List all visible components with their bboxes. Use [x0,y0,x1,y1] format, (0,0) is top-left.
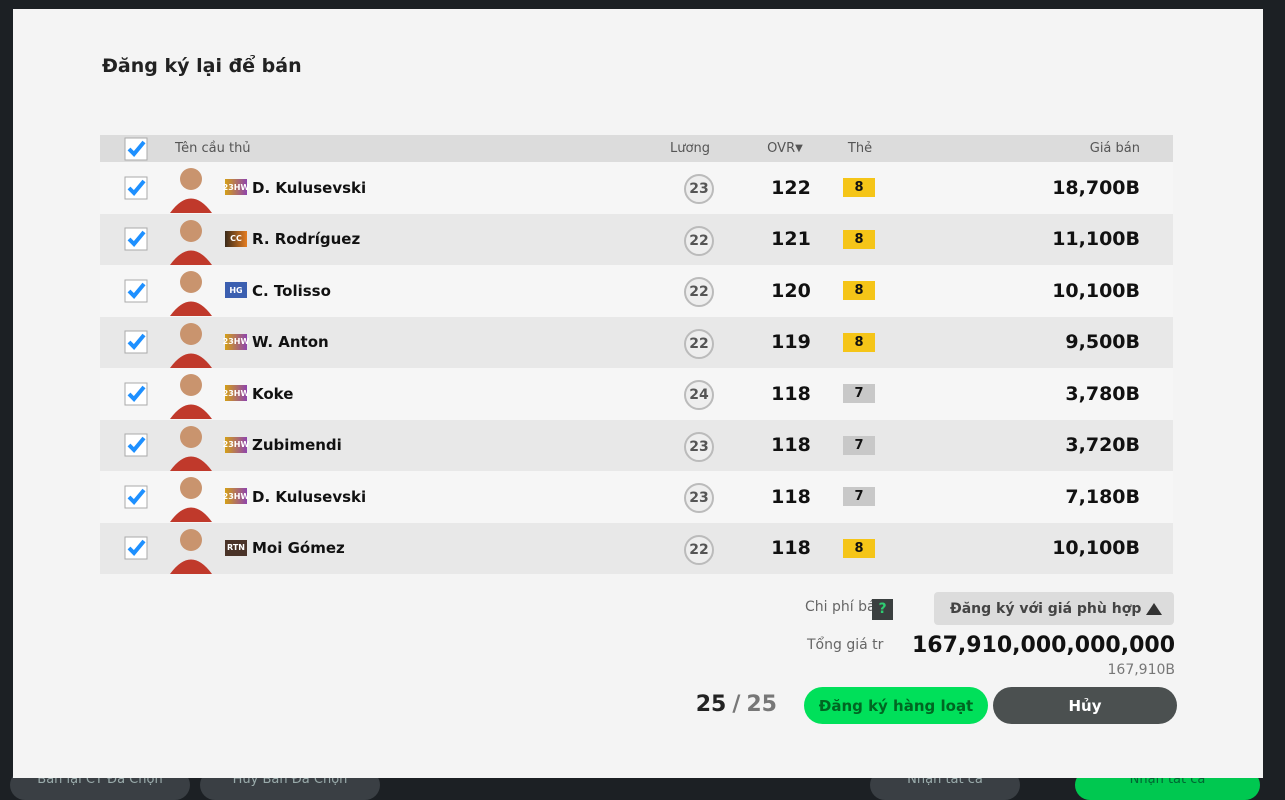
submit-button[interactable]: Đăng ký hàng loạt [804,687,988,724]
ovr: 118 [771,382,811,405]
table-row: 23HW Koke 24 118 7 3,780B [100,368,1173,420]
season-badge: HG [225,282,247,298]
header: Lương [670,141,710,156]
salary: 22 [684,277,714,307]
table-row: 23HW W. Anton 22 119 8 9,500B [100,316,1173,369]
season-badge: 23HW [223,488,249,504]
price: 10,100B [1052,537,1140,560]
modal: Đăng ký lại để bán Tên cầu thủ Lương OVR… [13,9,1263,778]
grade: 8 [843,229,875,249]
player-name[interactable]: C. Tolisso [252,281,331,300]
season-badge: RTN [225,539,247,556]
ovr: 122 [771,176,811,199]
count: 25/25 [696,692,777,717]
grade: 7 [843,435,875,455]
player-name[interactable]: Moi Gómez [252,539,345,558]
grade: 8 [843,281,875,300]
player-name[interactable]: W. Anton [252,333,329,352]
salary: 24 [684,380,714,410]
table-row: CC R. Rodríguez 22 121 8 11,100B [100,213,1173,266]
player-name[interactable]: Zubimendi [252,436,342,455]
season-badge: 23HW [223,436,249,453]
salary: 23 [684,431,714,462]
count-value: 25 [695,692,727,717]
salary: 22 [684,328,714,359]
player-name[interactable]: Koke [252,384,294,403]
player-avatar [166,523,216,575]
player-avatar [166,214,216,266]
player-name[interactable]: D. Kulusevski [252,178,367,197]
season-badge: CC [225,230,247,247]
season-badge: 23HW [223,385,249,401]
table-row: HG C. Tolisso 22 120 8 10,100B [100,265,1173,317]
checkbox[interactable] [124,162,148,214]
total: 167,910,000,000,000 [911,633,1175,658]
salary: 22 [684,534,714,565]
grade: 8 [843,332,875,352]
price: 11,100B [1052,228,1140,251]
season-badge: 23HW [223,333,249,350]
player-avatar [166,162,216,214]
checkbox[interactable] [124,523,148,575]
player-avatar [166,420,216,472]
grade: 7 [843,487,875,506]
player-avatar [166,471,216,523]
ovr: 121 [771,228,811,251]
price: 10,100B [1052,279,1140,302]
salary: 23 [684,174,714,204]
price: 9,500B [1065,331,1140,354]
ovr: 118 [771,434,811,457]
table-row: 23HW Zubimendi 23 118 7 3,720B [100,419,1173,472]
ovr: 118 [771,537,811,560]
table-row: 23HW D. Kulusevski 23 122 8 18,700B [100,162,1173,214]
checkbox[interactable] [124,214,148,266]
price: 3,780B [1065,382,1140,405]
table-header: Tên cầu thủ Lương OVR ▼ Thẻ Giá bán [100,135,1173,162]
dropdown[interactable]: Đăng ký với giá phù hợp [934,592,1174,625]
help[interactable]: ? [872,599,893,620]
salary: 23 [684,483,714,513]
checkbox[interactable] [124,471,148,523]
dropdown-label: Đăng ký với giá phù hợp [950,600,1142,617]
player-name[interactable]: D. Kulusevski [252,487,367,506]
ovr: 118 [771,485,811,508]
grade: 8 [843,538,875,558]
header[interactable]: OVR ▼ [767,141,803,156]
player-avatar [166,368,216,420]
count-sep: / [732,692,741,717]
select-all[interactable] [124,137,148,161]
grade: 7 [843,384,875,403]
table-row: RTN Moi Gómez 22 118 8 10,100B [100,522,1173,575]
price: 3,720B [1065,434,1140,457]
ovr: 119 [771,331,811,354]
price: 7,180B [1065,485,1140,508]
fee-label: Chi phí bá [805,599,876,615]
checkbox[interactable] [124,317,148,369]
cancel-button[interactable]: Hủy [993,687,1177,724]
header: Thẻ [847,141,873,156]
player-avatar [166,317,216,369]
modal-title: Đăng ký lại để bán [102,55,302,77]
header: Giá bán [1089,141,1140,156]
total-label: Tổng giá tr [807,637,884,653]
checkbox[interactable] [124,420,148,472]
grade: 8 [843,178,875,197]
player-name[interactable]: R. Rodríguez [252,230,361,249]
checkbox[interactable] [124,265,148,317]
season-badge: 23HW [223,179,249,195]
checkbox[interactable] [124,368,148,420]
salary: 22 [684,225,714,256]
player-avatar [166,265,216,317]
total-short: 167,910B [1107,662,1176,678]
ovr: 120 [771,279,811,302]
count-max: 25 [746,692,777,717]
table-row: 23HW D. Kulusevski 23 118 7 7,180B [100,471,1173,523]
price: 18,700B [1052,176,1140,199]
header: OVR [767,141,796,156]
header: Tên cầu thủ [175,141,251,156]
